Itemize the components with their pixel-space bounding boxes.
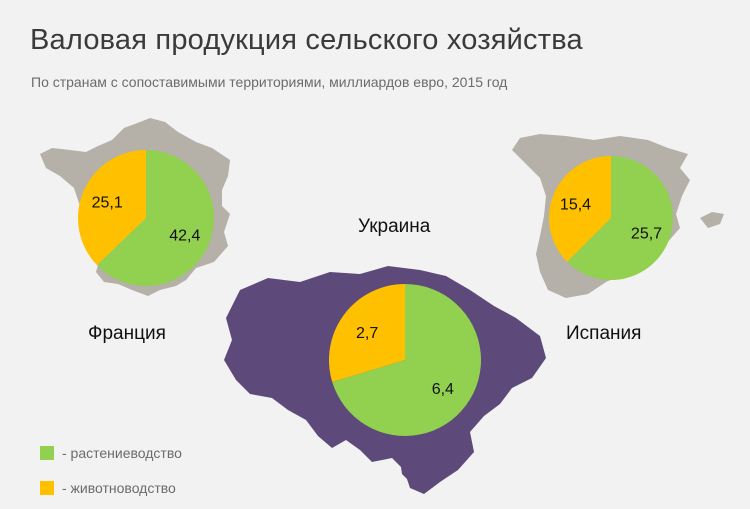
pie-slice-ukraine-animal [329,284,405,382]
pie-label-france-plant: 42,4 [169,228,200,245]
country-label-ukraine: Украина [358,216,431,237]
pie-slice-ukraine-plant [332,284,481,437]
legend-swatch-plant [40,446,54,460]
pie-slice-spain-plant [567,156,673,281]
country-label-spain: Испания [566,323,642,344]
legend-item-plant: - растениеводство [40,445,182,461]
country-label-france: Франция [88,323,166,344]
legend-item-animal: - животноводство [40,480,176,496]
legend-swatch-animal [40,481,54,495]
legend-label-animal: - животноводство [62,480,176,496]
pie-label-spain-plant: 25,7 [631,226,662,243]
pie-slice-france-plant [96,150,214,286]
chart-subtitle: По странам с сопоставимыми территориями,… [31,74,508,90]
crimea-map [400,452,446,488]
pie-label-france-animal: 25,1 [92,194,123,211]
pie-label-ukraine-animal: 2,7 [356,325,378,342]
pie-label-ukraine-plant: 6,4 [432,381,454,398]
pie-label-spain-animal: 15,4 [560,196,591,213]
pie-slice-spain-animal [549,156,611,262]
balearic-islands [700,212,724,228]
chart-title: Валовая продукция сельского хозяйства [30,24,583,56]
legend-label-plant: - растениеводство [62,445,182,461]
pie-slice-france-animal [78,150,146,266]
